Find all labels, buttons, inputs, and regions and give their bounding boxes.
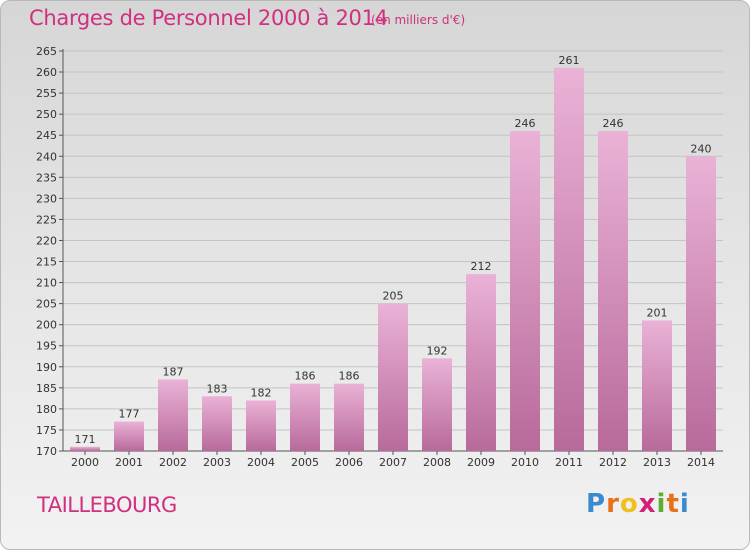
data-label: 171 [75,433,96,446]
logo-letter: i [679,489,690,519]
data-label: 183 [207,382,228,395]
y-tick-label: 240 [36,150,57,163]
y-tick-label: 265 [36,45,57,58]
y-tick-label: 185 [36,382,57,395]
x-tick-label: 2002 [159,456,187,469]
x-tick-label: 2006 [335,456,363,469]
data-labels: 171 177 187 183 182 186 186 205 192 212 246 261 246 2… [75,54,712,446]
y-tick-label: 230 [36,192,57,205]
data-label: 201 [647,306,668,319]
y-tick-label: 190 [36,361,57,374]
y-tick-label: 205 [36,298,57,311]
data-label: 246 [603,117,624,130]
x-tick-label: 2007 [379,456,407,469]
y-tick-label: 200 [36,319,57,332]
x-tick-label: 2003 [203,456,231,469]
data-label: 212 [471,260,492,273]
x-tick-label: 2013 [643,456,671,469]
bar-2005 [290,383,320,451]
y-tick-label: 220 [36,234,57,247]
bar-2010 [510,131,540,451]
data-label: 187 [163,365,184,378]
y-tick-label: 255 [36,87,57,100]
commune-name: TAILLEBOURG [37,493,177,517]
data-label: 182 [251,386,272,399]
y-tick-label: 170 [36,445,57,458]
x-tick-label: 2001 [115,456,143,469]
y-tick-label: 210 [36,277,57,290]
y-tick-label: 215 [36,256,57,269]
x-tick-label: 2010 [511,456,539,469]
y-tick-label: 245 [36,129,57,142]
chart-subtitle: (en milliers d'€) [371,13,466,27]
x-tick-label: 2004 [247,456,275,469]
chart-title: Charges de Personnel 2000 à 2014 [29,6,388,30]
x-tick-label: 2011 [555,456,583,469]
logo-letter: x [638,489,657,519]
x-tick-label: 2008 [423,456,451,469]
logo-letter: P [586,489,607,519]
bar-2011 [554,67,584,451]
logo-letter: t [666,489,680,519]
y-tick-label: 175 [36,424,57,437]
y-tick-label: 195 [36,340,57,353]
bar-2006 [334,383,364,451]
bar-2003 [202,396,232,451]
bar-2000 [70,446,100,451]
data-label: 192 [427,344,448,357]
x-tick-label: 2012 [599,456,627,469]
bar-2008 [422,358,452,451]
x-tick-label: 2000 [71,456,99,469]
data-label: 186 [295,370,316,383]
bar-2002 [158,379,188,451]
data-label: 186 [339,370,360,383]
logo-letter: o [619,489,639,519]
logo-letter: i [656,489,667,519]
logo-letter: r [606,489,620,519]
y-tick-label: 250 [36,108,57,121]
bars [70,67,716,451]
bar-2004 [246,400,276,451]
y-tick-label: 225 [36,213,57,226]
bar-2009 [466,274,496,451]
bar-2013 [642,320,672,451]
x-tick-label: 2014 [687,456,715,469]
data-label: 177 [119,408,140,421]
y-tick-label: 180 [36,403,57,416]
proxiti-logo: Proxiti [586,489,690,519]
data-label: 240 [691,142,712,155]
y-tick-labels: 170 175 180 185 190 195 200 205 210 215 220 225 230 2… [36,45,57,458]
x-tick-label: 2005 [291,456,319,469]
data-label: 205 [383,290,404,303]
y-tick-label: 260 [36,66,57,79]
y-tick-label: 235 [36,171,57,184]
bar-2014 [686,156,716,451]
bar-2012 [598,131,628,451]
x-tick-labels: 2000 2001 2002 2003 2004 2005 2006 2007 2008 2009… [71,456,715,469]
bar-2007 [378,303,408,451]
bar-2001 [114,421,144,451]
data-label: 246 [515,117,536,130]
x-tick-label: 2009 [467,456,495,469]
data-label: 261 [559,54,580,67]
